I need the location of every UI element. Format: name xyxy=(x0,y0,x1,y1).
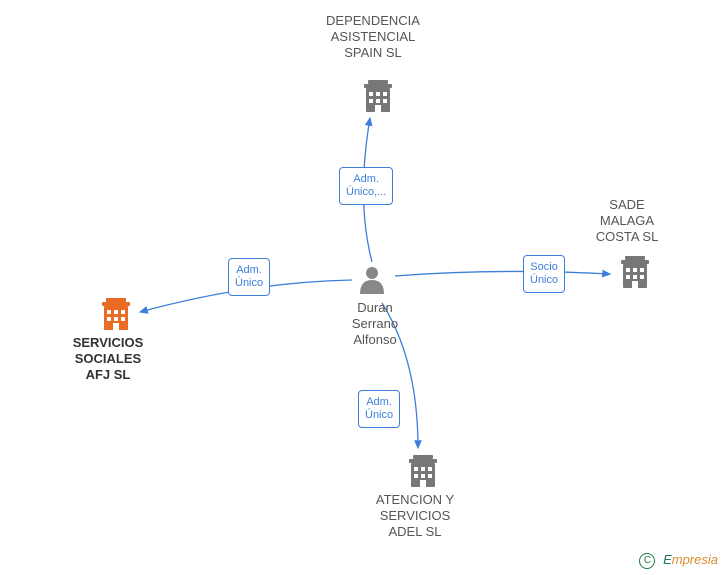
copyright-icon: C xyxy=(639,553,655,569)
building-icon xyxy=(102,298,130,330)
center-label: Duran Serrano Alfonso xyxy=(345,300,405,348)
node-label-servicios: SERVICIOS SOCIALES AFJ SL xyxy=(58,335,158,383)
edge-label-sade: Socio Único xyxy=(523,255,565,293)
building-icon xyxy=(621,256,649,288)
person-icon xyxy=(360,267,384,294)
watermark-brand: Empresia xyxy=(663,552,718,567)
building-icon xyxy=(409,455,437,487)
edge-label-dependencia: Adm. Único,... xyxy=(339,167,393,205)
building-icon xyxy=(364,80,392,112)
diagram-canvas xyxy=(0,0,728,575)
node-label-sade: SADE MALAGA COSTA SL xyxy=(587,197,667,245)
edge-label-servicios: Adm. Único xyxy=(228,258,270,296)
edge-label-atencion: Adm. Único xyxy=(358,390,400,428)
edge-sade xyxy=(395,271,610,276)
node-label-dependencia: DEPENDENCIA ASISTENCIAL SPAIN SL xyxy=(318,13,428,61)
node-label-atencion: ATENCION Y SERVICIOS ADEL SL xyxy=(365,492,465,540)
watermark: C Empresia xyxy=(639,552,718,569)
